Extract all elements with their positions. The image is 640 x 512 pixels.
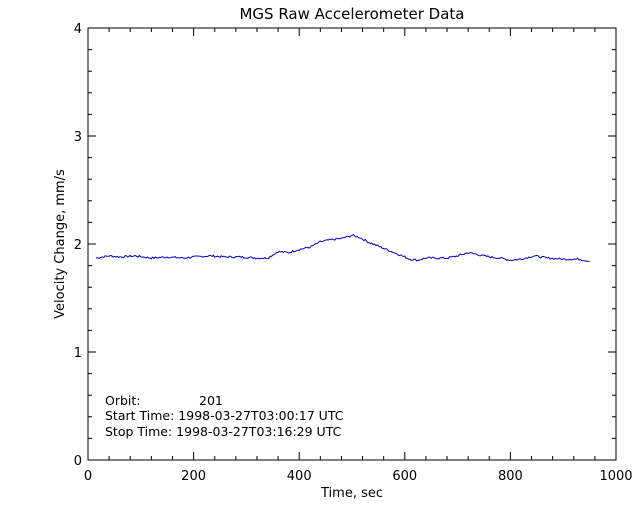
x-tick-label: 1000 <box>599 469 632 484</box>
x-axis-label: Time, sec <box>320 486 383 501</box>
y-tick-label: 0 <box>74 454 82 469</box>
series-line <box>95 234 590 263</box>
axis-ticks: 0 200 400 600 800 1000 0 1 2 3 4 <box>74 22 633 484</box>
x-tick-label: 200 <box>181 469 206 484</box>
y-tick-label: 2 <box>74 238 82 253</box>
y-tick-label: 1 <box>74 346 82 361</box>
orbit-label: Orbit: <box>105 393 141 408</box>
start-time: Start Time: 1998-03-27T03:00:17 UTC <box>105 408 344 423</box>
stop-time: Stop Time: 1998-03-27T03:16:29 UTC <box>105 424 342 439</box>
x-tick-label: 800 <box>498 469 523 484</box>
chart-title: MGS Raw Accelerometer Data <box>239 5 464 23</box>
x-tick-label: 600 <box>392 469 417 484</box>
orbit-value: 201 <box>199 393 223 408</box>
y-tick-label: 4 <box>74 22 82 37</box>
y-axis-label: Velocity Change, mm/s <box>53 169 68 319</box>
plot-frame <box>87 27 617 461</box>
y-tick-label: 3 <box>74 130 82 145</box>
x-tick-label: 400 <box>287 469 312 484</box>
x-tick-label: 0 <box>84 469 92 484</box>
